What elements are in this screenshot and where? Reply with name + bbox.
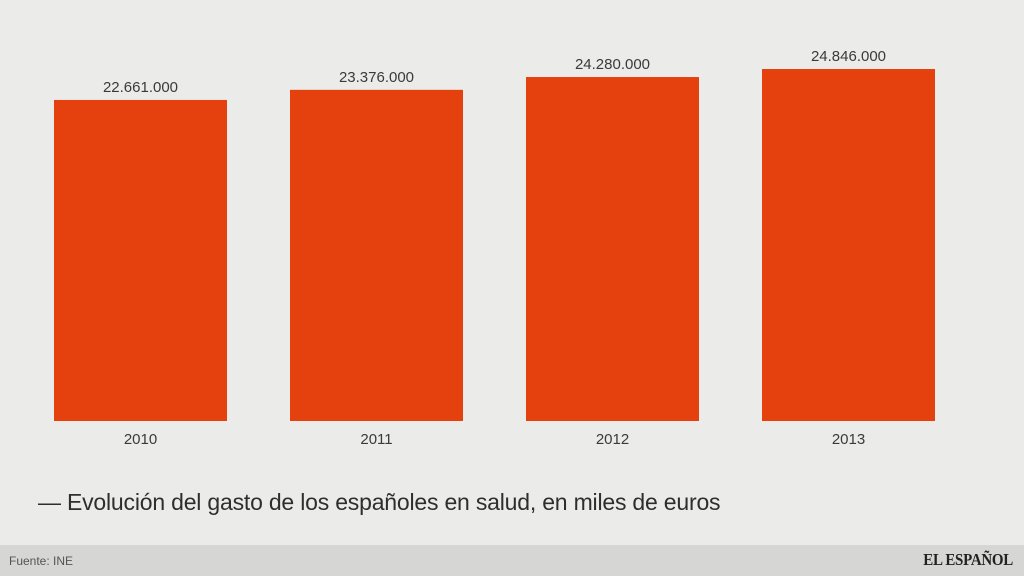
x-tick-label-2013: 2013: [832, 431, 865, 448]
bar-chart: 22.661.000 2010 23.376.000 2011 24.280.000 20…: [54, 48, 935, 448]
bar-2012: [526, 77, 699, 421]
data-label-2010: 22.661.000: [103, 79, 178, 96]
bar-2010: [54, 99, 227, 422]
x-tick-label-2012: 2012: [596, 431, 629, 448]
x-tick-label-2011: 2011: [360, 431, 392, 448]
footer-bar: Fuente: INE EL ESPAÑOL: [0, 545, 1024, 576]
brand-logo: EL ESPAÑOL: [923, 550, 1013, 569]
data-label-2013: 24.846.000: [811, 48, 886, 65]
source-note: Fuente: INE: [9, 554, 74, 568]
chart-caption: — Evolución del gasto de los españoles e…: [38, 489, 721, 515]
x-tick-label-2010: 2010: [124, 431, 157, 448]
bar-2011: [290, 89, 463, 421]
data-label-2012: 24.280.000: [575, 56, 650, 73]
data-label-2011: 23.376.000: [339, 69, 414, 86]
bar-2013: [762, 69, 935, 421]
